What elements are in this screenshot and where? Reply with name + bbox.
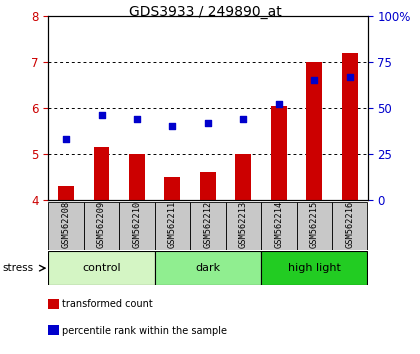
Text: dark: dark [195, 263, 220, 273]
Bar [119, 202, 155, 250]
Point [276, 102, 282, 107]
Bar [94, 147, 110, 200]
Bar [190, 202, 226, 250]
Bar [84, 202, 119, 250]
Point [311, 78, 318, 83]
Bar [271, 105, 287, 200]
Bar [48, 251, 155, 285]
Text: GSM562209: GSM562209 [97, 201, 106, 249]
Bar [261, 251, 368, 285]
Point [98, 113, 105, 118]
Bar [48, 202, 84, 250]
Text: GSM562216: GSM562216 [345, 201, 354, 249]
Bar [155, 202, 190, 250]
Bar [200, 172, 216, 200]
Point [240, 116, 247, 122]
Text: GDS3933 / 249890_at: GDS3933 / 249890_at [129, 5, 282, 19]
Text: GSM562214: GSM562214 [274, 201, 284, 249]
Point [134, 116, 140, 122]
Bar [226, 202, 261, 250]
Text: GSM562211: GSM562211 [168, 201, 177, 249]
Bar [165, 177, 181, 200]
Bar [297, 202, 332, 250]
Text: GSM562212: GSM562212 [203, 201, 213, 249]
Text: GSM562213: GSM562213 [239, 201, 248, 249]
Text: GSM562210: GSM562210 [132, 201, 142, 249]
Point [205, 120, 211, 126]
Text: high light: high light [288, 263, 341, 273]
Text: GSM562215: GSM562215 [310, 201, 319, 249]
Text: GSM562208: GSM562208 [62, 201, 71, 249]
Text: stress: stress [2, 263, 33, 273]
Bar [155, 251, 261, 285]
Text: transformed count: transformed count [62, 299, 153, 309]
Bar [235, 154, 251, 200]
Bar [342, 53, 358, 200]
Bar [332, 202, 368, 250]
Text: percentile rank within the sample: percentile rank within the sample [62, 326, 227, 336]
Bar [306, 62, 322, 200]
Bar [261, 202, 297, 250]
Point [63, 136, 69, 142]
Text: control: control [82, 263, 121, 273]
Point [346, 74, 353, 80]
Bar [58, 186, 74, 200]
Point [169, 124, 176, 129]
Bar [129, 154, 145, 200]
